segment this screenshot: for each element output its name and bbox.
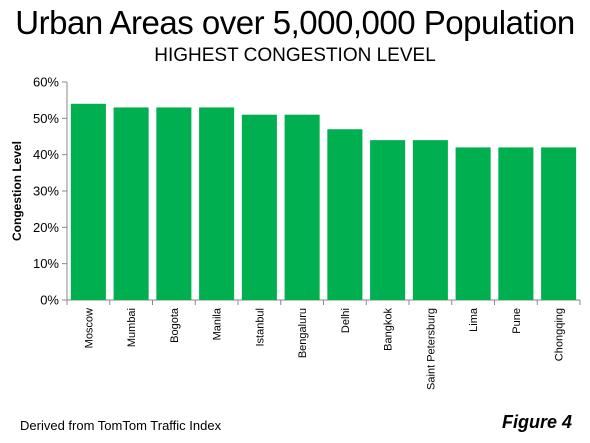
x-tick-label: Manila bbox=[212, 307, 224, 340]
x-tick-label: Saint Petersburg bbox=[425, 308, 437, 390]
chart-title: Urban Areas over 5,000,000 Population bbox=[15, 4, 575, 41]
bar bbox=[541, 147, 577, 300]
chart-subtitle: HIGHEST CONGESTION LEVEL bbox=[154, 45, 436, 66]
bar bbox=[455, 147, 491, 300]
x-tick-label: Delhi bbox=[340, 308, 352, 333]
bar bbox=[113, 107, 149, 300]
x-tick-label: Istanbul bbox=[254, 308, 266, 347]
y-tick-label: 60% bbox=[33, 75, 59, 90]
bar-chart: 0% 10% 20% 30% 40% 50% 60% Congestion Level Mosc… bbox=[10, 75, 581, 390]
bar bbox=[199, 107, 235, 300]
x-tick-label: Mumbai bbox=[126, 308, 138, 347]
bar bbox=[241, 114, 277, 300]
figure-label: Figure 4 bbox=[501, 412, 572, 432]
y-tick-label: 50% bbox=[33, 111, 59, 126]
x-tick-label: Bogota bbox=[169, 307, 181, 343]
x-tick-label: Bengaluru bbox=[297, 308, 309, 358]
bar bbox=[70, 103, 106, 300]
y-tick-label: 0% bbox=[40, 293, 59, 308]
x-tick-label: Chongqing bbox=[554, 308, 566, 361]
bar bbox=[284, 114, 320, 300]
bar bbox=[412, 140, 448, 300]
source-note: Derived from TomTom Traffic Index bbox=[20, 418, 222, 433]
bar bbox=[327, 129, 363, 300]
x-tick-label: Bangkok bbox=[383, 308, 395, 351]
y-tick-label: 20% bbox=[33, 220, 59, 235]
bar bbox=[370, 140, 406, 300]
x-tick-label: Pune bbox=[511, 308, 523, 334]
bar bbox=[498, 147, 534, 300]
x-tick-label: Lima bbox=[468, 307, 480, 332]
y-tick-label: 40% bbox=[33, 147, 59, 162]
y-tick-label: 10% bbox=[33, 256, 59, 271]
x-tick-label: Moscow bbox=[83, 308, 95, 348]
y-axis-title: Congestion Level bbox=[10, 141, 24, 241]
y-tick-label: 30% bbox=[33, 184, 59, 199]
bar bbox=[156, 107, 192, 300]
